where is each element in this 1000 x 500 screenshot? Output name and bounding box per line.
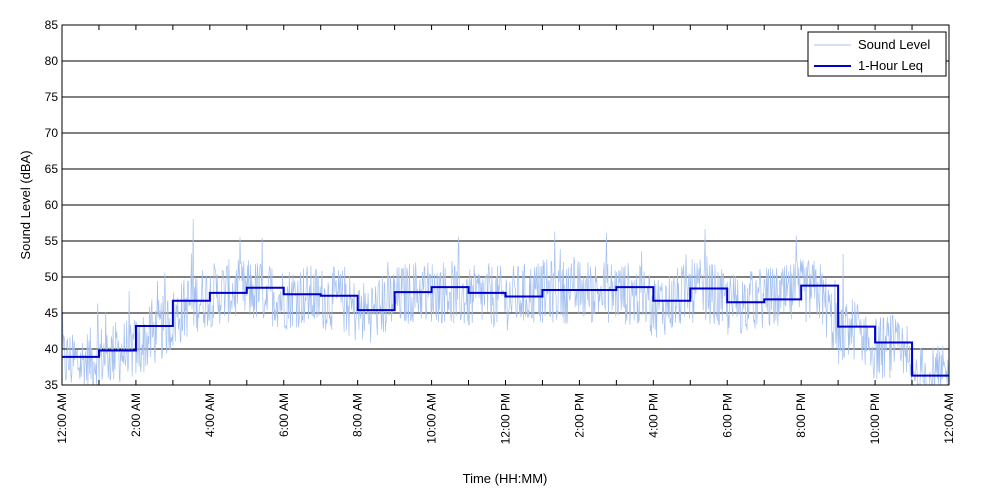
x-tick-label: 6:00 PM: [720, 393, 734, 438]
x-tick-label: 8:00 AM: [351, 393, 365, 437]
x-tick-label: 4:00 AM: [203, 393, 217, 437]
x-axis-title: Time (HH:MM): [463, 471, 548, 486]
x-tick-label: 8:00 PM: [794, 393, 808, 438]
x-axis: 12:00 AM 2:00 AM 4:00 AM 6:00 AM 8:00 AM 10:0…: [55, 25, 956, 444]
x-tick-label: 2:00 AM: [129, 393, 143, 437]
legend: Sound Level 1-Hour Leq: [807, 31, 947, 77]
y-tick-label: 65: [45, 162, 59, 176]
y-tick-label: 40: [45, 342, 59, 356]
y-tick-label: 80: [45, 54, 59, 68]
legend-box: [807, 31, 947, 77]
x-tick-label: 12:00 PM: [499, 393, 513, 444]
y-axis: 35 40 45 50 55 60 65 70 75 80 85: [45, 18, 949, 392]
legend-label-sound-level: Sound Level: [858, 37, 930, 52]
y-tick-label: 55: [45, 234, 59, 248]
leq-step-line: [62, 284, 949, 377]
x-tick-label: 10:00 AM: [425, 393, 439, 444]
x-tick-label: 2:00 PM: [572, 393, 586, 438]
y-tick-label: 75: [45, 90, 59, 104]
y-tick-label: 60: [45, 198, 59, 212]
x-tick-label: 12:00 AM: [55, 393, 69, 444]
y-tick-label: 50: [45, 270, 59, 284]
y-tick-label: 85: [45, 18, 59, 32]
y-tick-label: 70: [45, 126, 59, 140]
x-tick-label: 6:00 AM: [277, 393, 291, 437]
grid: [62, 60, 949, 350]
y-tick-label: 35: [45, 378, 59, 392]
y-axis-title: Sound Level (dBA): [18, 150, 33, 259]
legend-label-leq: 1-Hour Leq: [858, 58, 923, 73]
x-tick-label: 12:00 AM: [942, 393, 956, 444]
y-tick-label: 45: [45, 306, 59, 320]
x-tick-label: 4:00 PM: [646, 393, 660, 438]
x-tick-label: 10:00 PM: [868, 393, 882, 444]
leq-series: [62, 284, 949, 377]
